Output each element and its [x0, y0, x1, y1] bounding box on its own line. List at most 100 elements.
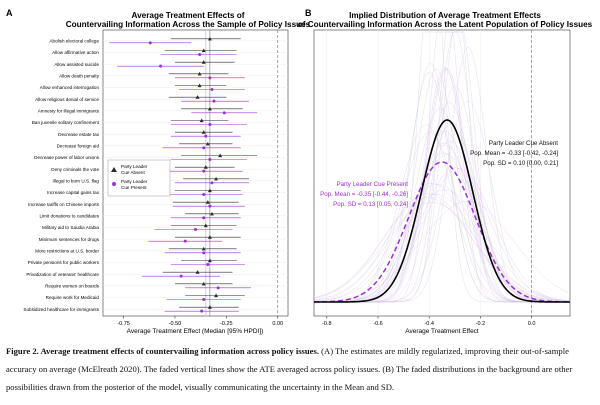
- panel-b-plot-frame: [313, 29, 571, 317]
- annotation-present-line2: Pop. Mean = -0.35 [-0.44, -0.26]: [320, 191, 408, 198]
- category-label: Deny criminals the vote: [51, 167, 99, 172]
- category-label: More restrictions at U.S. border: [35, 248, 99, 253]
- legend-marker-absent: [111, 167, 117, 172]
- category-label: Limit donations to candidates: [39, 213, 99, 218]
- category-row: Allow assisted suicide: [54, 60, 235, 68]
- caption-text: (A) The estimates are mildly regularized…: [6, 346, 573, 392]
- category-label: Allow enhanced interrogation: [40, 85, 100, 90]
- panel-b-x-ticks: -0.8 -0.6 -0.4 -0.2 0.0: [322, 316, 535, 327]
- category-label: Allow assisted suicide: [54, 62, 99, 67]
- x-tick-label: -0.50: [169, 321, 182, 327]
- annotation-absent-line1: Party Leader Cue Absent: [489, 140, 558, 147]
- category-row: Allow religious denial of service: [35, 95, 249, 103]
- category-label: Require women on boards: [45, 283, 100, 288]
- point-absent: [205, 141, 210, 146]
- point-absent: [195, 270, 200, 274]
- panel-a-xlabel: Average Treatment Effect (Median [95% HP…: [127, 328, 264, 335]
- category-row: Illegal to burn U.S. flag: [53, 176, 249, 185]
- panel-a-title-line1: Average Treatment Effects of: [132, 11, 245, 20]
- category-label: Abolish electoral college: [49, 38, 99, 43]
- category-row: Amnesty for illegal immigrants: [38, 106, 258, 115]
- point-present: [208, 204, 212, 208]
- point-absent: [207, 235, 212, 239]
- point-present: [202, 298, 206, 301]
- point-present: [206, 263, 210, 266]
- category-row: Decrease foreign aid: [57, 141, 241, 150]
- annotation-present: Party Leader Cue Present Pop. Mean = -0.…: [320, 181, 408, 208]
- category-row: Allow death penalty: [59, 71, 245, 80]
- panel-a-letter: A: [6, 8, 13, 18]
- x-tick-label: -0.2: [476, 321, 485, 327]
- panel-a-legend: Party Leader Cue Absent Party Leader Cue…: [107, 159, 171, 197]
- point-absent: [197, 83, 202, 88]
- legend-box: [107, 159, 171, 197]
- category-row: Privatization of veterans' healthcare: [26, 270, 233, 278]
- point-present: [216, 286, 220, 290]
- category-label: Allow religious denial of service: [35, 97, 99, 102]
- panel-b: B Implied Distribution of Average Treatm…: [298, 8, 593, 335]
- faded-distribution: [314, 142, 570, 303]
- category-label: Ban juvenile solitary confinement: [32, 120, 100, 125]
- x-tick-label: -0.4: [424, 321, 433, 327]
- point-absent: [203, 223, 208, 228]
- legend-label-present-line1: Party Leader: [121, 179, 148, 184]
- category-label: Minimum sentences for drugs: [39, 237, 100, 242]
- panel-a-x-ticks: -0.75 -0.50 -0.25 0.00: [117, 316, 283, 327]
- figure-caption: Figure 2. Average treatment effects of c…: [6, 342, 594, 396]
- category-label: Amnesty for illegal immigrants: [38, 108, 100, 113]
- annotation-present-line1: Party Leader Cue Present: [336, 181, 408, 188]
- point-present: [183, 239, 187, 243]
- point-absent: [209, 211, 214, 216]
- category-label: Decrease foreign aid: [57, 143, 100, 148]
- category-label: Private pensions for public workers: [28, 260, 100, 265]
- annotation-absent-line2: Pop. Mean = -0.33 [-0.42, -0.24]: [470, 150, 558, 157]
- figure: A Average Treatment Effects of Counterva…: [6, 8, 593, 335]
- point-absent: [207, 305, 212, 309]
- category-row: Abolish electoral college: [49, 36, 241, 45]
- point-present: [202, 193, 206, 196]
- point-present: [202, 251, 206, 255]
- panel-a: A Average Treatment Effects of Counterva…: [6, 8, 311, 335]
- legend-marker-present: [112, 182, 116, 186]
- curve-present: [313, 161, 571, 303]
- category-row: Minimum sentences for drugs: [39, 235, 241, 243]
- point-absent: [197, 71, 202, 76]
- category-row: Private pensions for public workers: [28, 258, 245, 266]
- point-absent: [207, 188, 212, 193]
- point-absent: [214, 293, 219, 298]
- point-absent: [201, 130, 206, 134]
- point-present: [148, 41, 152, 45]
- panel-b-title-line1: Implied Distribution of Average Treatmen…: [349, 11, 541, 20]
- point-present: [198, 53, 202, 56]
- category-row: Decrease power of labor unions: [34, 153, 258, 161]
- category-row: Deny criminals the vote: [51, 165, 243, 173]
- point-present: [208, 158, 212, 161]
- category-row: Increase tariffs on Chinese imports: [28, 200, 245, 208]
- x-tick-label: 0.00: [272, 321, 283, 327]
- point-present: [212, 99, 216, 103]
- point-absent: [201, 60, 206, 64]
- panel-b-title-line2: of Countervailing Information Across the…: [298, 20, 593, 29]
- point-present: [202, 216, 206, 220]
- point-absent: [199, 118, 204, 123]
- category-row: Decrease estate tax: [58, 130, 241, 138]
- point-present: [179, 274, 183, 278]
- annotation-absent: Party Leader Cue Absent Pop. Mean = -0.3…: [470, 140, 558, 167]
- category-label: Require work for Medicaid: [46, 295, 100, 300]
- category-label: Allow death penalty: [59, 73, 100, 78]
- category-label: Military aid to Saudia Arabia: [42, 225, 99, 230]
- x-tick-label: -0.25: [220, 321, 233, 327]
- category-row: Subsidized healthcare for immigrants: [23, 305, 239, 313]
- category-row: Require work for Medicaid: [46, 293, 245, 301]
- caption-label: Figure 2. Average treatment effects of c…: [6, 346, 319, 356]
- point-absent: [205, 200, 210, 204]
- point-present: [194, 228, 197, 231]
- point-present: [204, 134, 208, 138]
- panel-a-plot-frame: [102, 29, 289, 317]
- category-label: Decrease estate tax: [58, 132, 100, 137]
- panel-b-curves: [313, 119, 571, 303]
- category-label: Increase capital gains tax: [47, 190, 100, 195]
- faded-distribution: [313, 197, 571, 302]
- point-absent: [203, 165, 208, 169]
- legend-label-absent-line2: Cue Absent: [121, 170, 145, 175]
